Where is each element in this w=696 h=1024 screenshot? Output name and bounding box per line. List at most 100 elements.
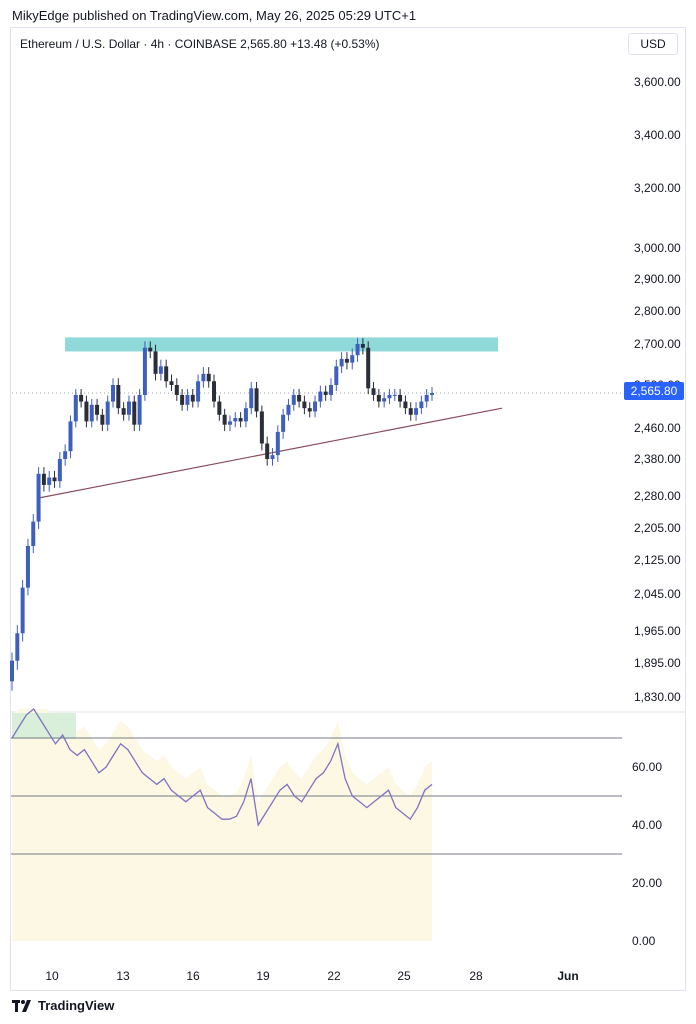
candle-body	[382, 398, 387, 402]
candle-body	[217, 401, 222, 415]
rsi-tick-label: 0.00	[632, 934, 656, 948]
candle-body	[334, 366, 339, 385]
candle-body	[302, 401, 307, 409]
candle-body	[339, 358, 344, 367]
candle-body	[355, 344, 360, 356]
x-tick-label: 13	[116, 969, 130, 983]
candle-body	[275, 431, 280, 456]
candle-body	[100, 414, 105, 425]
candle-body	[169, 381, 174, 385]
y-tick-label: 3,600.00	[634, 75, 681, 89]
candle-body	[313, 401, 318, 412]
candle-body	[79, 394, 84, 402]
candle-body	[344, 358, 349, 363]
x-tick-label: 19	[256, 969, 270, 983]
x-tick-label: 10	[45, 969, 59, 983]
candle-body	[281, 414, 286, 432]
candle-body	[387, 394, 392, 399]
candle-body	[392, 394, 397, 396]
publisher-line: MikyEdge published on TradingView.com, M…	[12, 8, 417, 23]
candle-body	[291, 394, 296, 405]
candle-body	[227, 421, 232, 425]
y-tick-label: 2,380.00	[634, 452, 681, 466]
candle-body	[31, 521, 36, 546]
candle-body	[249, 388, 254, 409]
y-tick-label: 2,460.00	[634, 421, 681, 435]
candle-body	[25, 546, 30, 588]
candle-body	[222, 414, 227, 425]
candle-body	[206, 373, 211, 382]
y-tick-label: 3,000.00	[634, 241, 681, 255]
candle-body	[350, 355, 355, 363]
y-tick-label: 3,400.00	[634, 128, 681, 142]
candle-body	[270, 455, 275, 459]
x-tick-label: Jun	[557, 969, 578, 983]
candle-body	[15, 633, 20, 661]
candle-body	[185, 394, 190, 405]
candle-body	[148, 347, 153, 352]
candle-body	[137, 394, 142, 425]
candle-body	[403, 401, 408, 409]
candle-body	[142, 347, 147, 395]
candle-body	[419, 401, 424, 409]
candle-body	[371, 388, 376, 395]
candle-body	[180, 394, 185, 405]
candle-body	[153, 351, 158, 374]
y-tick-label: 2,125.00	[634, 553, 681, 567]
candle-body	[20, 587, 25, 634]
footer-brand[interactable]: TradingView	[38, 998, 115, 1013]
rsi-line	[11, 708, 433, 827]
last-price-tag: 2,565.80	[624, 382, 684, 400]
candle-body	[95, 404, 100, 415]
candle-body	[265, 443, 270, 459]
x-tick-label: 22	[327, 969, 341, 983]
resistance-zone	[65, 337, 498, 352]
candle-body	[41, 473, 46, 485]
candle-body	[105, 401, 110, 425]
chart-frame	[10, 27, 686, 991]
y-tick-label: 2,800.00	[634, 304, 681, 318]
y-tick-label: 2,700.00	[634, 337, 681, 351]
candle-body	[63, 451, 68, 459]
tradingview-logo-icon[interactable]	[12, 999, 32, 1012]
y-tick-label: 1,830.00	[634, 690, 681, 704]
candle-body	[52, 477, 57, 482]
candle-body	[297, 394, 302, 402]
trendline	[37, 407, 503, 499]
candle-body	[89, 404, 94, 422]
candle-body	[360, 344, 365, 348]
candle-body	[121, 408, 126, 415]
candle-body	[414, 408, 419, 415]
rsi-tick-label: 60.00	[632, 760, 662, 774]
footer: TradingView	[12, 998, 114, 1013]
candle-body	[47, 477, 52, 485]
y-tick-label: 2,205.00	[634, 521, 681, 535]
candle-body	[212, 381, 217, 402]
candle-body	[318, 391, 323, 402]
y-tick-label: 3,200.00	[634, 181, 681, 195]
y-tick-label: 2,900.00	[634, 272, 681, 286]
y-tick-label: 1,895.00	[634, 656, 681, 670]
x-tick-label: 16	[186, 969, 200, 983]
rsi-background	[12, 709, 432, 941]
x-tick-label: 25	[397, 969, 411, 983]
candle-body	[233, 418, 238, 422]
candle-body	[164, 366, 169, 382]
candle-body	[259, 411, 264, 444]
x-tick-label: 28	[469, 969, 483, 983]
candle-body	[73, 394, 78, 422]
candle-body	[323, 391, 328, 395]
symbol-legend: Ethereum / U.S. Dollar · 4h · COINBASE 2…	[20, 37, 380, 51]
candle-body	[238, 418, 243, 422]
candle-body	[430, 393, 434, 395]
candle-body	[10, 660, 14, 682]
y-tick-label: 2,280.00	[634, 489, 681, 503]
currency-button[interactable]: USD	[628, 33, 678, 55]
candle-body	[254, 388, 259, 412]
candle-body	[196, 381, 201, 402]
y-tick-label: 1,965.00	[634, 624, 681, 638]
candle-body	[132, 401, 137, 425]
candle-body	[328, 385, 333, 395]
candle-body	[158, 366, 163, 374]
